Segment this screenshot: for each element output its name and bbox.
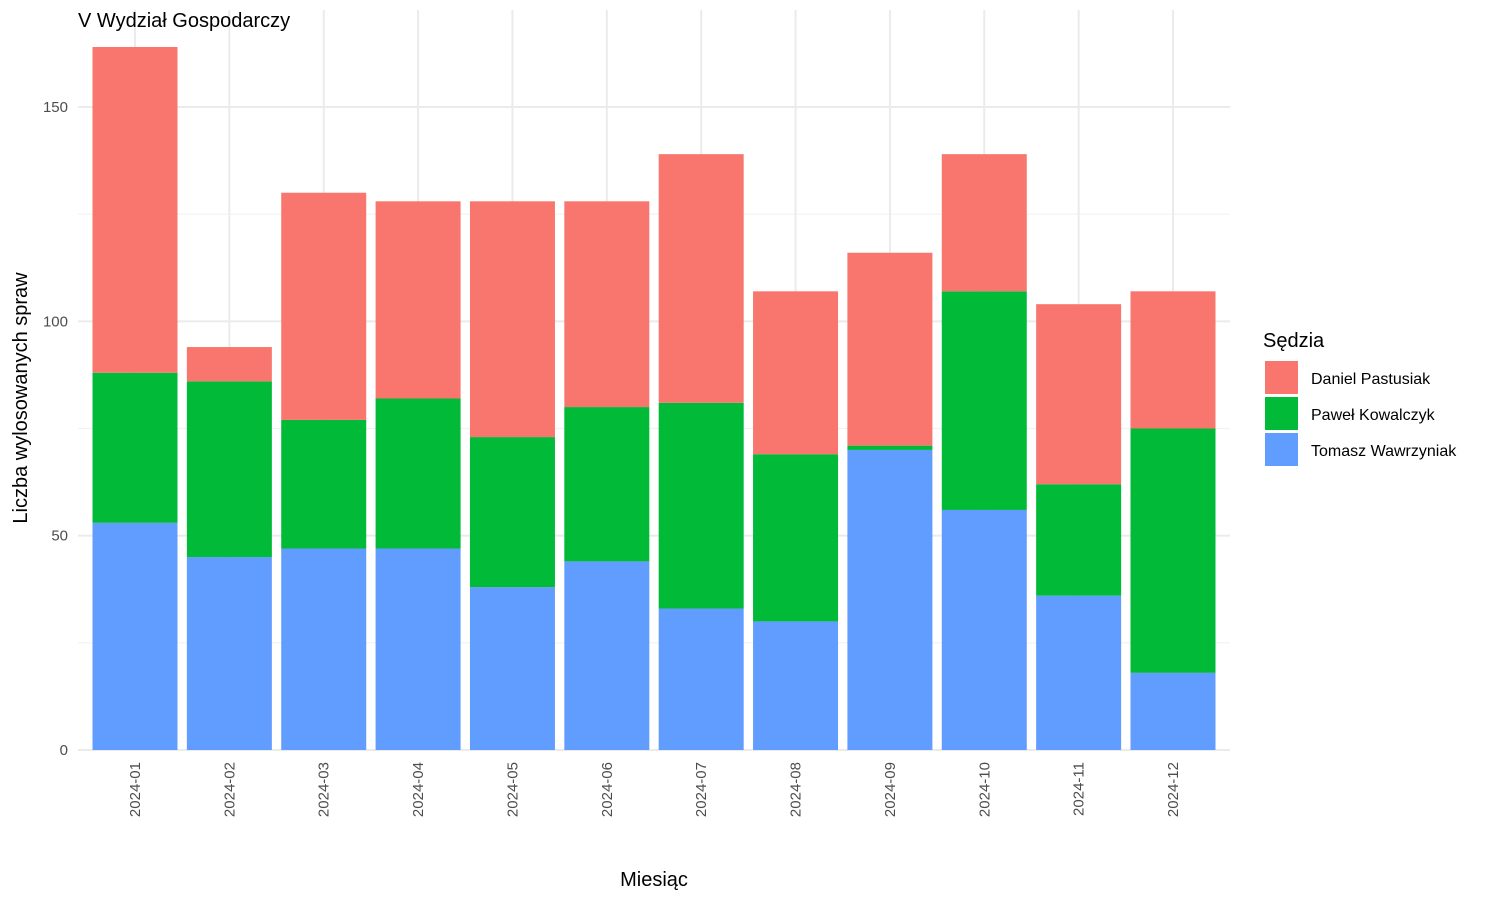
x-axis-ticks: 2024-01 2024-02 2024-03 2024-04 2024-05 2024-… — [127, 762, 1182, 817]
x-tick-label: 2024-02 — [221, 762, 238, 817]
x-tick-label: 2024-05 — [504, 762, 521, 817]
legend-swatch — [1265, 433, 1298, 466]
bar-segment — [1130, 291, 1216, 429]
bar-segment — [281, 419, 367, 549]
y-tick-label: 50 — [51, 528, 68, 545]
x-tick-label: 2024-06 — [599, 762, 616, 817]
legend-swatch — [1265, 397, 1298, 430]
bar-segment — [1036, 595, 1122, 750]
bar-segment — [753, 291, 839, 455]
bar-segment — [941, 154, 1027, 292]
bar-segment — [469, 587, 555, 750]
bar-segment — [564, 561, 650, 750]
bar-segment — [1130, 428, 1216, 673]
bar-segment — [186, 347, 272, 382]
y-tick-label: 150 — [43, 99, 68, 116]
bar-segment — [375, 548, 461, 750]
x-tick-label: 2024-08 — [788, 762, 805, 817]
bar-segment — [941, 509, 1027, 750]
legend-swatch — [1265, 361, 1298, 394]
bar-segment — [92, 372, 178, 523]
x-tick-label: 2024-11 — [1071, 762, 1088, 816]
legend-label: Paweł Kowalczyk — [1311, 407, 1436, 424]
y-axis-title: Liczba wylosowanych spraw — [10, 272, 32, 524]
bar-segment — [469, 437, 555, 588]
legend-title: Sędzia — [1263, 330, 1325, 352]
bar-segment — [753, 621, 839, 750]
bar-segment — [281, 548, 367, 750]
bar-segment — [564, 407, 650, 562]
bar-segment — [281, 192, 367, 420]
bar-segment — [469, 201, 555, 438]
bar-segment — [186, 557, 272, 750]
bar-segment — [941, 291, 1027, 510]
x-tick-label: 2024-12 — [1165, 762, 1182, 817]
legend-label: Daniel Pastusiak — [1311, 371, 1431, 388]
bar-segment — [847, 252, 933, 446]
bar-segment — [658, 402, 744, 609]
x-tick-label: 2024-04 — [410, 762, 427, 817]
x-tick-label: 2024-01 — [127, 762, 144, 817]
x-tick-label: 2024-09 — [882, 762, 899, 817]
bar-segment — [847, 445, 933, 450]
bar-segment — [375, 201, 461, 399]
legend-label: Tomasz Wawrzyniak — [1311, 443, 1457, 460]
x-tick-label: 2024-10 — [976, 762, 993, 817]
bar-segment — [658, 608, 744, 750]
bar-segment — [375, 398, 461, 549]
legend: Sędzia Daniel Pastusiak Paweł Kowalczyk To… — [1263, 330, 1457, 466]
bar-segment — [847, 449, 933, 750]
bar-segment — [92, 522, 178, 750]
bar-segment — [753, 454, 839, 622]
bar-segment — [1036, 484, 1122, 596]
bars-layer — [92, 46, 1216, 750]
bar-segment — [564, 201, 650, 408]
bar-segment — [186, 381, 272, 558]
y-axis-ticks: 0 50 100 150 — [43, 99, 68, 759]
x-tick-label: 2024-07 — [693, 762, 710, 817]
x-axis-title: Miesiąc — [620, 869, 688, 891]
bar-segment — [658, 154, 744, 403]
bar-segment — [1130, 672, 1216, 750]
bar-segment — [92, 46, 178, 373]
bar-segment — [1036, 304, 1122, 485]
x-tick-label: 2024-03 — [316, 762, 333, 817]
y-tick-label: 0 — [60, 742, 68, 759]
chart-title: V Wydział Gospodarczy — [78, 10, 290, 32]
y-tick-label: 100 — [43, 313, 68, 330]
